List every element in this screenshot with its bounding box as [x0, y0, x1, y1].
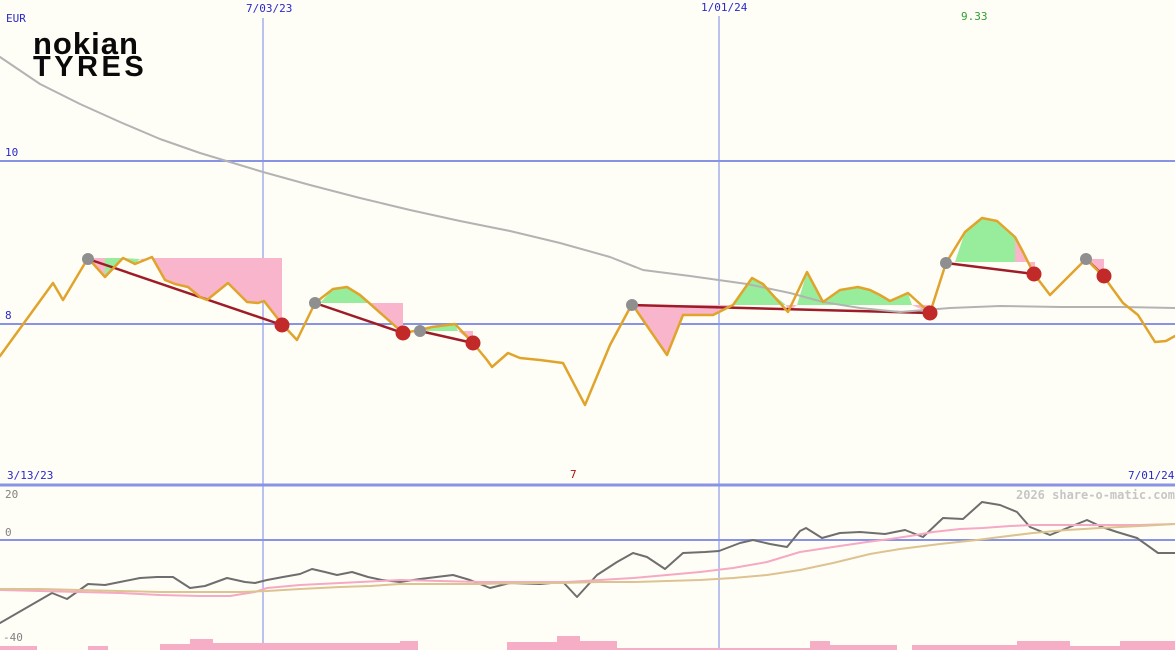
pivot-end-dot	[395, 325, 411, 341]
trend-line	[944, 261, 1036, 276]
volume-bar	[507, 642, 557, 650]
pivot-start-dot	[82, 253, 94, 265]
volume-bar	[88, 646, 108, 650]
volume-bar	[617, 648, 810, 650]
logo-line2: TYRES	[33, 51, 148, 84]
pivot-end-dot	[465, 335, 481, 351]
volume-bar	[213, 643, 400, 650]
watermark: 2026 share-o-matic.com	[1016, 488, 1175, 502]
pivot-end-dot	[274, 317, 290, 333]
high-price-label: 9.33	[961, 10, 988, 23]
volume-bar	[1120, 641, 1175, 650]
series-price	[0, 216, 1175, 407]
volume-bar	[580, 641, 617, 650]
pink-fill-area	[632, 305, 733, 355]
trend-line	[630, 303, 932, 315]
volume-bar	[0, 646, 37, 650]
pivot-start-dot	[309, 297, 321, 309]
pink-fill-area	[152, 258, 282, 322]
indicator-neg40-label: -40	[3, 631, 23, 644]
volume-bar	[400, 641, 418, 650]
indicator-0-label: 0	[5, 526, 12, 539]
date-label-jan-2024: 1/01/24	[701, 1, 748, 14]
pivot-start-dot	[940, 257, 952, 269]
green-fill-area	[320, 287, 370, 303]
trend-line	[418, 329, 475, 345]
series-oscillator-signal-pink	[0, 523, 1175, 597]
volume-bar	[830, 645, 897, 650]
indicator-20-label: 20	[5, 488, 19, 501]
pivot-start-dot	[1080, 253, 1092, 265]
nokian-tyres-logo: nokian TYRES	[33, 26, 148, 84]
pivot-start-dot	[414, 325, 426, 337]
price-8-label: 8	[5, 309, 12, 322]
volume-bar	[557, 636, 580, 650]
pivot-end-dot	[1026, 266, 1042, 282]
volume-bar	[810, 641, 830, 650]
volume-bar	[912, 645, 1017, 650]
green-fill-area	[733, 278, 786, 305]
date-label-jul-2023: 7/03/23	[246, 2, 293, 15]
trend-line	[313, 301, 405, 335]
price-10-label: 10	[5, 146, 19, 159]
series-oscillator-signal-tan	[0, 523, 1175, 593]
volume-bar	[1017, 641, 1070, 650]
date-label-mar-2023: 3/13/23	[7, 469, 54, 482]
date-label-jul-2024: 7/01/24	[1128, 469, 1175, 482]
trend-line	[86, 257, 284, 327]
series-moving-average	[0, 56, 1175, 313]
volume-bar	[1070, 646, 1120, 650]
logo-line1: nokian	[33, 26, 139, 61]
volume-bar	[190, 639, 213, 650]
series-oscillator-main	[0, 501, 1175, 624]
volume-bar	[160, 644, 190, 650]
low-price-label: 7	[570, 468, 577, 481]
pivot-end-dot	[1096, 268, 1112, 284]
pivot-start-dot	[626, 299, 638, 311]
pivot-end-dot	[922, 305, 938, 321]
currency-label: EUR	[6, 12, 26, 25]
